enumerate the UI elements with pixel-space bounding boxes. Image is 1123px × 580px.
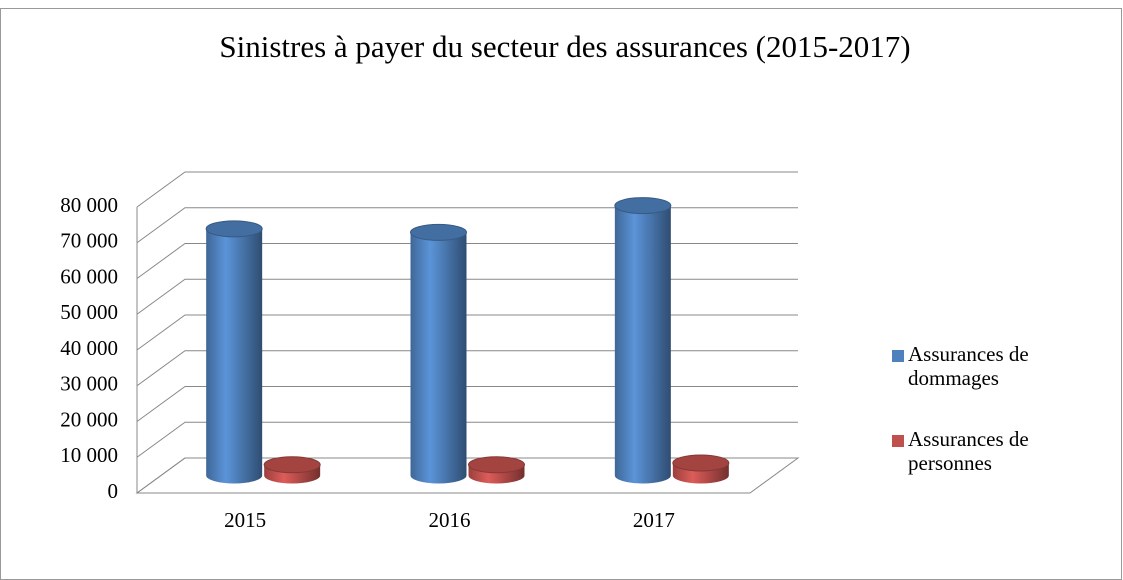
grid-line	[136, 171, 798, 208]
bar-part	[614, 197, 672, 215]
grid-line	[136, 386, 798, 422]
bar-part	[468, 456, 525, 474]
bar-part	[614, 205, 671, 484]
legend-swatch	[892, 435, 904, 447]
y-tick-label: 10 000	[60, 443, 118, 467]
grid-line	[136, 243, 798, 279]
bar-part	[205, 220, 263, 238]
bar-part	[672, 454, 730, 472]
y-tick-label: 70 000	[60, 229, 118, 253]
y-tick-label: 40 000	[60, 336, 118, 360]
grid-line	[136, 278, 798, 315]
bar	[263, 456, 321, 484]
y-tick-label: 50 000	[60, 300, 118, 324]
frame	[0, 8, 1122, 580]
x-tick-label: 2017	[633, 508, 675, 532]
chart-title: Sinistres à payer du secteur des assuran…	[219, 29, 910, 64]
x-tick-label: 2015	[224, 508, 266, 532]
legend-label: Assurances de personnes	[908, 427, 1029, 475]
bar-part	[263, 456, 321, 474]
grid-line	[136, 457, 798, 494]
bar-part	[206, 228, 263, 484]
grid-line	[136, 314, 798, 351]
bar-part	[410, 232, 467, 484]
grid-line	[136, 350, 798, 387]
y-tick-label: 20 000	[60, 407, 118, 431]
y-tick-label: 60 000	[60, 264, 118, 288]
bar	[205, 220, 263, 484]
grid-line	[136, 207, 798, 244]
grid-line	[136, 421, 798, 458]
legend-label: Assurances de dommages	[908, 342, 1029, 390]
legend-swatch	[892, 350, 904, 362]
y-tick-label: 30 000	[60, 372, 118, 396]
bar	[410, 223, 467, 484]
y-tick-label: 80 000	[60, 193, 118, 217]
x-tick-label: 2016	[429, 508, 471, 532]
bar	[614, 197, 672, 484]
bar	[468, 456, 525, 484]
bar-part	[410, 223, 467, 241]
bar	[672, 454, 730, 484]
y-tick-label: 0	[108, 479, 119, 503]
